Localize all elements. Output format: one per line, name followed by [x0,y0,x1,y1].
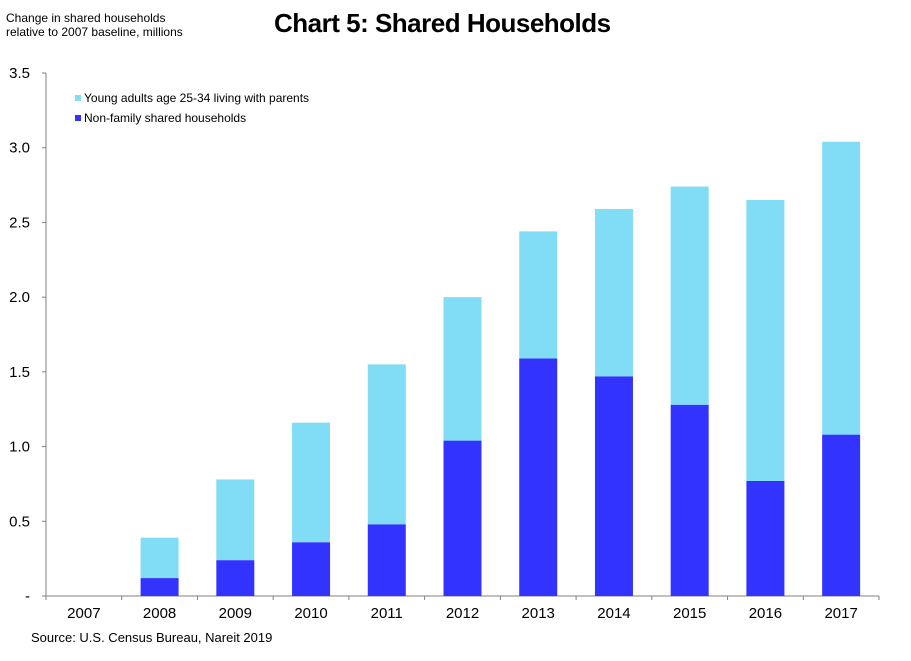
bar-young-adults [746,200,785,481]
y-tick-label: 3.5 [9,65,30,82]
bar-non-family [443,440,482,596]
x-tick-label: 2007 [67,605,100,622]
y-tick-label: 2.0 [9,289,30,306]
bar-young-adults [140,537,179,579]
legend-swatch [75,95,81,101]
bar-non-family [746,480,785,596]
legend-label: Young adults age 25-34 living with paren… [84,91,309,105]
legend-swatch [75,115,81,121]
bar-young-adults [519,231,558,359]
legend-label: Non-family shared households [84,111,246,125]
y-axis-label: Change in shared households relative to … [6,11,183,39]
y-tick-label: 1.5 [9,364,30,381]
x-tick-label: 2016 [749,605,782,622]
x-tick-label: 2009 [219,605,252,622]
x-tick-label: 2013 [522,605,555,622]
x-tick-label: 2008 [143,605,176,622]
bar-young-adults [670,186,709,405]
bar-non-family [594,376,633,596]
y-tick-label: 0.5 [9,513,30,530]
bar-young-adults [216,479,255,561]
bar-non-family [822,434,861,596]
bar-non-family [216,560,255,596]
bar-non-family [140,578,179,596]
bar-young-adults [822,141,861,435]
y-tick-label: - [25,588,30,605]
x-tick-label: 2014 [597,605,630,622]
bar-non-family [367,524,406,596]
chart-title: Chart 5: Shared Households [274,8,611,38]
bar-young-adults [594,208,633,377]
bar-young-adults [443,297,482,441]
bar-young-adults [292,422,331,543]
x-tick-label: 2010 [294,605,327,622]
bar-non-family [292,542,331,596]
source-note: Source: U.S. Census Bureau, Nareit 2019 [31,630,273,645]
bar-young-adults [367,364,406,525]
bar-non-family [670,404,709,596]
x-tick-label: 2011 [371,605,403,622]
y-tick-label: 3.0 [9,140,30,157]
y-tick-label: 2.5 [9,214,30,231]
x-tick-label: 2015 [673,605,706,622]
bar-non-family [519,358,558,596]
x-tick-label: 2017 [824,605,857,622]
x-tick-label: 2012 [446,605,479,622]
y-tick-label: 1.0 [9,439,30,456]
